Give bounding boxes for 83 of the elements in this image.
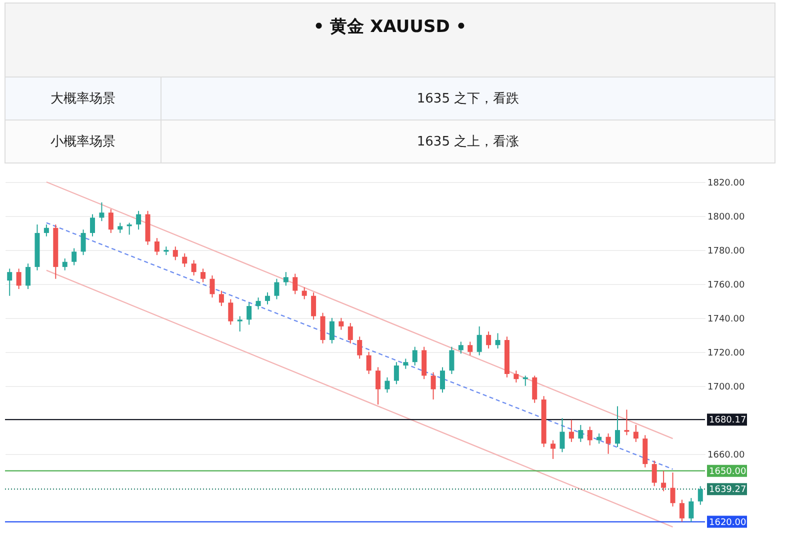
candlestick [191,260,196,276]
candlestick [550,440,556,460]
candlestick [210,274,215,298]
candlestick [403,358,408,370]
candlestick [468,341,473,356]
candlestick [72,248,77,266]
candlestick [633,424,638,442]
candlestick [154,238,160,256]
candlestick [265,292,270,305]
candlestick [495,332,500,350]
y-tick-label: 1660.00 [708,450,745,460]
candlestick [338,317,344,330]
candlestick [366,351,372,374]
candlestick [384,376,390,394]
y-tick-label: 1720.00 [708,348,745,358]
candlestick [568,419,574,442]
candlestick [430,372,436,400]
candlestick [99,202,104,222]
candlestick [587,426,592,446]
candlestick [26,263,31,290]
candlestick [624,409,630,436]
candlestick [412,346,418,366]
candlestick [218,290,224,307]
candlestick [348,322,353,344]
y-tick-label: 1800.00 [708,212,745,222]
candlestick [532,375,538,404]
candlestick [449,346,454,374]
candlestick [16,268,22,290]
ref-line-label: 1680.17 [709,416,746,426]
candlestick [596,432,602,444]
candlestick [62,258,68,271]
candlestick [606,432,611,454]
candlestick [320,312,326,344]
text: 小概率场景 [50,134,116,150]
text: 大概率场景 [50,90,116,106]
text: 1635 之下，看跌 [416,92,520,106]
candlestick [302,286,307,300]
candlestick [329,317,334,344]
y-tick-label: 1760.00 [708,280,745,290]
candlestick [486,331,492,350]
text: 1635 之上，看涨 [416,134,520,150]
candlestick [357,336,362,360]
ref-line-label: 1650.00 [709,466,746,477]
candlestick [440,366,445,394]
candlestick [228,298,234,326]
candlestick [311,292,316,320]
candlestick [698,486,703,506]
candlestick [172,246,178,261]
candlestick [44,224,49,237]
candlestick [661,470,666,492]
candlestick [652,460,657,487]
candlestick [80,229,86,256]
candlestick [274,278,280,300]
candlestick [246,302,252,326]
candlestick [118,222,123,234]
candlestick [560,418,565,453]
candlestick [514,370,519,383]
candlestick [256,297,261,310]
candlestick [394,362,399,385]
candlestick [670,472,676,508]
ref-line-label: 1639.27 [709,485,746,496]
candlestick [108,208,114,234]
candlestick [578,424,584,442]
y-tick-label: 1740.00 [708,314,745,324]
candlestick [376,366,381,406]
candlestick [90,214,95,237]
candlestick [7,268,12,296]
y-tick-label: 1700.00 [708,382,745,392]
candlestick [679,499,684,522]
candlestick [615,406,620,448]
ref-line-label: 1620.00 [709,518,746,528]
candlestick [200,268,206,283]
candlestick [476,326,482,356]
candlestick [688,498,694,522]
candlestick [283,272,288,286]
candlestick [182,252,188,268]
candlestick [458,341,464,354]
chart-title: • 黄金 XAUUSD • [313,17,467,37]
candlestick [292,273,298,295]
candlestick [237,316,242,332]
y-tick-label: 1780.00 [708,246,745,256]
candlestick [136,210,142,230]
y-tick-label: 1820.00 [708,178,745,188]
